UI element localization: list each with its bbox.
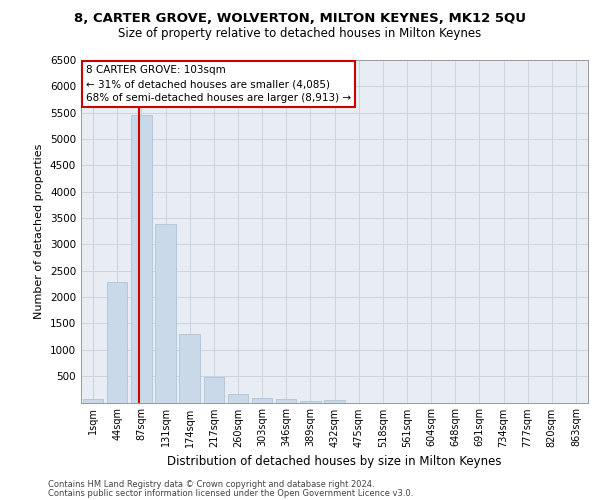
Bar: [155, 224, 176, 402]
Text: 8, CARTER GROVE, WOLVERTON, MILTON KEYNES, MK12 5QU: 8, CARTER GROVE, WOLVERTON, MILTON KEYNE…: [74, 12, 526, 26]
Bar: [83, 400, 103, 402]
X-axis label: Distribution of detached houses by size in Milton Keynes: Distribution of detached houses by size …: [167, 455, 502, 468]
Text: 8 CARTER GROVE: 103sqm
← 31% of detached houses are smaller (4,085)
68% of semi-: 8 CARTER GROVE: 103sqm ← 31% of detached…: [86, 65, 351, 103]
Text: Size of property relative to detached houses in Milton Keynes: Size of property relative to detached ho…: [118, 28, 482, 40]
Text: Contains HM Land Registry data © Crown copyright and database right 2024.: Contains HM Land Registry data © Crown c…: [48, 480, 374, 489]
Text: Contains public sector information licensed under the Open Government Licence v3: Contains public sector information licen…: [48, 488, 413, 498]
Bar: [252, 398, 272, 402]
Y-axis label: Number of detached properties: Number of detached properties: [34, 144, 44, 319]
Bar: [203, 377, 224, 402]
Bar: [131, 116, 152, 403]
Bar: [300, 401, 320, 402]
Bar: [276, 400, 296, 402]
Bar: [227, 394, 248, 402]
Bar: [324, 400, 345, 402]
Bar: [179, 334, 200, 402]
Bar: [107, 282, 127, 403]
